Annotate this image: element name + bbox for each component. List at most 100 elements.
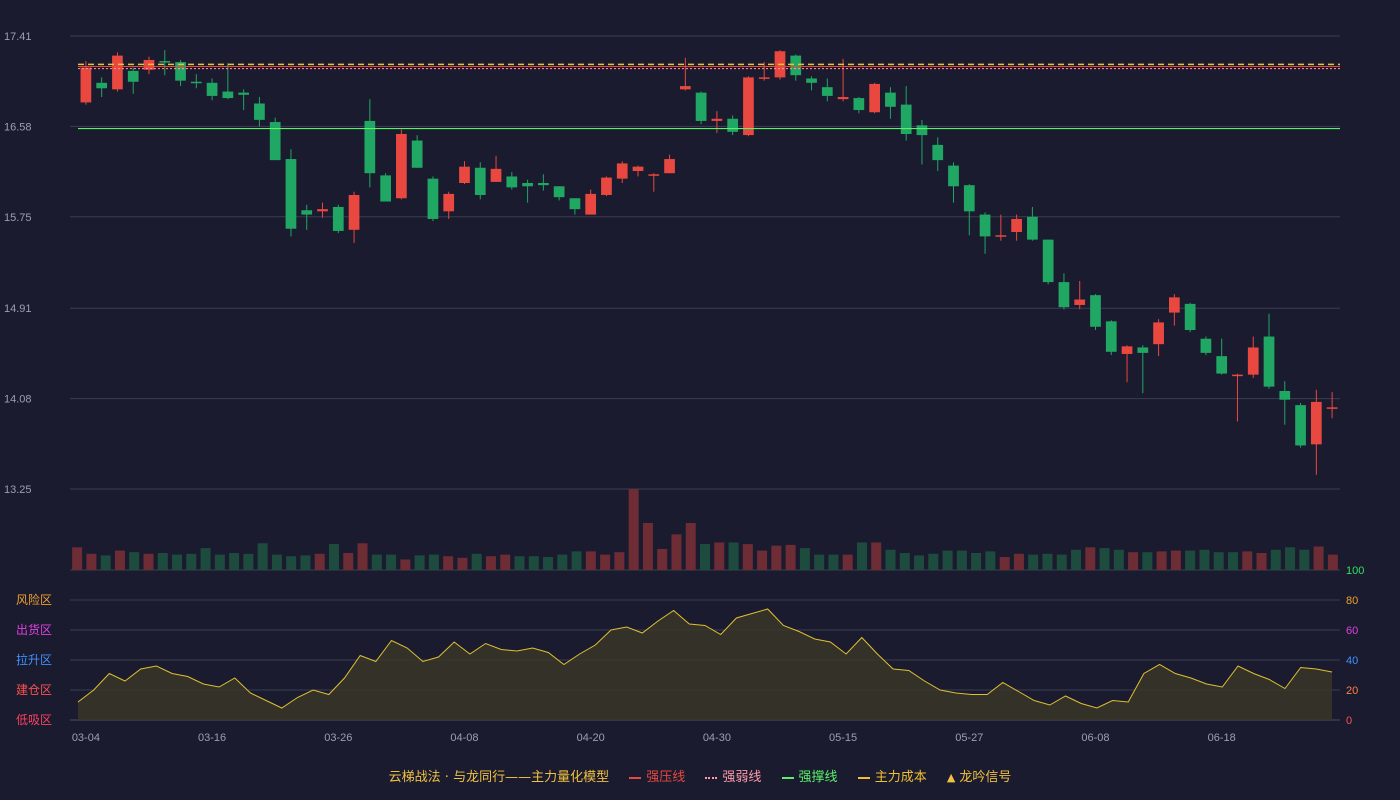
volume-bar [899, 552, 910, 570]
candle-body [837, 96, 849, 100]
candle-body [995, 235, 1007, 237]
volume-bar [343, 552, 354, 570]
candle-body [632, 166, 644, 172]
volume-bar [942, 550, 953, 570]
legend: 云梯战法 · 与龙同行——主力量化模型 强压线 强弱线 强撑线 主力成本 ▲ 龙吟… [0, 766, 1400, 786]
candle-body [695, 92, 707, 121]
candle-body [1027, 216, 1038, 240]
candle-body [1326, 407, 1338, 409]
volume-bar [1242, 551, 1253, 570]
volume-bar [1085, 547, 1096, 570]
candle-body [332, 206, 344, 231]
candle-body [932, 144, 944, 161]
candle-body [1295, 405, 1306, 446]
date-tick-label: 05-15 [829, 732, 857, 744]
volume-bar [856, 542, 867, 570]
candle-body [411, 140, 423, 168]
candle-body [1263, 336, 1275, 387]
legend-support[interactable]: 强撑线 [781, 770, 838, 785]
volume-bar [1270, 549, 1281, 570]
candle-body [1168, 297, 1180, 313]
date-tick-label: 06-18 [1208, 732, 1236, 744]
oscillator-tick-label: 100 [1346, 565, 1364, 577]
candle-body [1074, 299, 1086, 305]
volume-bar [1285, 547, 1296, 570]
candle-body [806, 78, 817, 83]
candle-body [1310, 401, 1322, 445]
candle-body [569, 198, 581, 210]
zone-label: 建仓区 [16, 683, 52, 697]
volume-bar [200, 548, 211, 570]
date-tick-label: 05-27 [955, 732, 983, 744]
volume-bar [1213, 552, 1224, 570]
candle-body [790, 55, 802, 76]
legend-strong-resist[interactable]: 强压线 [629, 770, 685, 785]
legend-signal[interactable]: ▲ 龙吟信号 [946, 770, 1012, 785]
volume-bar [172, 554, 183, 570]
price-tick-label: 16.58 [4, 121, 32, 133]
oscillator-tick-label: 0 [1346, 715, 1352, 727]
volume-bar [642, 523, 653, 570]
candle-body [301, 210, 313, 215]
oscillator-tick-label: 80 [1346, 595, 1358, 607]
candle-body [348, 194, 360, 230]
candle-body [727, 118, 739, 132]
volume-bar [114, 550, 125, 570]
candle-body [711, 118, 723, 121]
volume-bar [1327, 554, 1338, 570]
price-tick-label: 14.91 [4, 303, 32, 315]
volume-bar [757, 550, 768, 570]
candle-body [1058, 282, 1070, 308]
volume-bar [485, 556, 496, 570]
oscillator-tick-label: 60 [1346, 625, 1358, 637]
volume-bar [386, 554, 397, 570]
oscillator-area [78, 609, 1332, 720]
volume-bar [799, 548, 810, 570]
candle-body [900, 104, 912, 135]
legend-weak-line[interactable]: 强弱线 [705, 770, 761, 785]
candle-body [853, 98, 865, 111]
volume-bar [157, 552, 168, 570]
candle-body [80, 67, 92, 103]
volume-bar [728, 542, 739, 570]
candle-body [522, 183, 533, 187]
candlestick-series [80, 50, 1338, 475]
date-tick-label: 04-08 [450, 732, 478, 744]
candle-body [869, 83, 881, 113]
volume-bar [457, 557, 468, 570]
oscillator-tick-label: 20 [1346, 685, 1358, 697]
volume-bar [828, 554, 839, 570]
volume-bar [229, 552, 240, 570]
volume-bar [471, 553, 482, 570]
volume-bar [1199, 549, 1210, 570]
candle-body [1184, 303, 1196, 331]
date-tick-label: 03-04 [72, 732, 100, 744]
candle-body [380, 175, 391, 202]
volume-bar [357, 543, 368, 570]
volume-bar [514, 556, 525, 570]
candle-body [1042, 239, 1054, 283]
volume-bar [985, 551, 996, 570]
volume-bar [1056, 554, 1067, 570]
volume-bar [1042, 553, 1053, 570]
volume-bar [428, 554, 439, 570]
candle-body [648, 174, 660, 176]
date-axis: 03-04 03-16 03-26 04-08 04-20 04-30 05-15 05-27… [72, 732, 1236, 744]
volume-bar [243, 553, 254, 570]
volume-bar [1128, 552, 1139, 570]
date-tick-label: 06-08 [1081, 732, 1109, 744]
volume-bar [1185, 550, 1196, 570]
candle-body [1232, 374, 1243, 377]
candle-body [1279, 390, 1291, 400]
volume-bar [1313, 546, 1324, 570]
candle-body [96, 82, 108, 89]
legend-title: 云梯战法 · 与龙同行——主力量化模型 [388, 770, 610, 785]
main-cost-swatch-icon [857, 776, 870, 779]
legend-main-cost[interactable]: 主力成本 [857, 770, 927, 785]
candle-body [821, 87, 833, 96]
candle-body [506, 176, 518, 188]
triangle-icon: ▲ [946, 771, 956, 784]
candle-body [254, 103, 265, 120]
volume-bar [885, 549, 896, 570]
volume-bar [557, 554, 568, 570]
